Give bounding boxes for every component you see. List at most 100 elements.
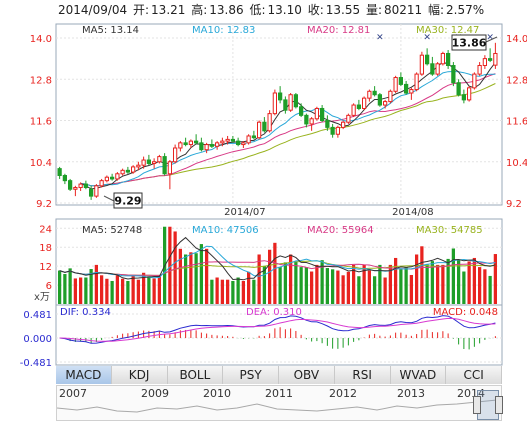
volume-bar: [262, 265, 267, 304]
candle-body: [99, 180, 104, 187]
tab-kdj[interactable]: KDJ: [111, 366, 168, 384]
candle: [62, 173, 68, 185]
volume-bar: [178, 248, 183, 304]
candle: [136, 161, 141, 171]
tab-cci[interactable]: CCI: [446, 366, 502, 384]
volume-bar: [231, 280, 235, 304]
candle-body: [435, 63, 440, 75]
volume-bar: [126, 280, 130, 304]
volume-bar: [115, 275, 120, 304]
chart-canvas[interactable]: 14.0 14.0 12.8 12.8 11.6 11.6 10.4 10.4 9.2 9.2 M…: [0, 0, 527, 366]
candle: [146, 154, 152, 166]
candle: [262, 117, 267, 133]
candle: [99, 178, 104, 188]
candle-body: [162, 156, 167, 175]
candle: [188, 139, 194, 148]
tab-obv[interactable]: OBV: [279, 366, 335, 384]
tab-macd[interactable]: MACD: [56, 366, 112, 384]
volume-bar: [246, 271, 251, 304]
candle: [456, 79, 461, 97]
candle: [241, 141, 246, 148]
candle-body: [440, 52, 446, 65]
candle-body: [256, 121, 262, 139]
candle-body: [109, 176, 115, 180]
navigator-year: 2012: [329, 387, 357, 400]
candle: [351, 103, 356, 118]
volume-bar: [78, 277, 83, 304]
candle: [340, 120, 346, 130]
volume-bar: [194, 253, 198, 304]
event-star-icon: ✕: [423, 33, 431, 43]
candle-body: [456, 82, 461, 96]
volume-bar: [131, 275, 135, 304]
volume-bar: [462, 271, 466, 304]
candle: [493, 42, 498, 69]
quote-date: 2014/09/04: [58, 3, 128, 17]
candle: [157, 154, 162, 164]
price-ma-lines: [80, 61, 496, 190]
candle: [466, 86, 472, 102]
candle: [382, 99, 388, 109]
price-x-axis: 2014/07 2014/08: [224, 207, 434, 218]
candle-body: [251, 135, 257, 139]
candle: [367, 89, 372, 102]
candle: [209, 139, 215, 148]
candle: [309, 117, 314, 131]
tab-psy[interactable]: PSY: [223, 366, 279, 384]
volume-bar: [456, 260, 461, 304]
volume-bar: [441, 264, 445, 304]
time-navigator[interactable]: 2007 2009 2010 2011 2012 2013 2014: [56, 385, 503, 421]
candle: [487, 48, 493, 63]
candle-body: [330, 126, 335, 135]
macd-legend-up: MACD: 0.048: [433, 307, 498, 318]
macd-y-tick: 0.000: [23, 334, 52, 345]
candle-body: [78, 183, 83, 189]
navigator-left-handle[interactable]: [473, 396, 481, 414]
price-y-tick-right: 11.6: [506, 117, 527, 128]
quote-volume-label: 量:: [365, 3, 382, 17]
low-marker-leader: [103, 195, 115, 202]
price-y-axis: 14.0 14.0 12.8 12.8 11.6 11.6 10.4 10.4 9.2 9.2: [30, 34, 527, 210]
candle-body: [125, 169, 131, 173]
volume-bar: [136, 279, 141, 304]
volume-bar: [157, 275, 162, 304]
candle-body: [157, 156, 162, 163]
volume-bar: [483, 269, 487, 304]
volume-bar: [425, 264, 429, 304]
volume-bar: [257, 254, 261, 304]
candle-body: [325, 120, 330, 128]
candle-body: [304, 114, 309, 125]
volume-legend-ma30: MA30: 54785: [416, 225, 483, 236]
candle: [251, 130, 257, 140]
candlestick-series: [57, 42, 498, 200]
navigator-right-handle[interactable]: [495, 396, 503, 414]
candle-body: [409, 89, 414, 94]
volume-bar: [477, 267, 482, 304]
quote-header: 2014/09/04 开: 13.21 高: 13.86 低: 13.10 收: 13.…: [58, 1, 486, 18]
candle-body: [146, 159, 152, 164]
volume-bar: [304, 267, 309, 304]
tab-wvad[interactable]: WVAD: [390, 366, 447, 384]
candle-body: [377, 94, 383, 106]
volume-legend: MA5: 52748 MA10: 47506 MA20: 55964 MA30: 54…: [82, 225, 483, 236]
volume-bar: [199, 244, 204, 304]
event-star-icon: ✕: [486, 33, 494, 43]
candle: [167, 160, 173, 190]
candle-body: [424, 54, 430, 65]
tab-boll[interactable]: BOLL: [167, 366, 224, 384]
tab-rsi[interactable]: RSI: [334, 366, 391, 384]
volume-bar: [488, 275, 492, 304]
volume-bar: [288, 254, 293, 304]
candle-body: [298, 106, 304, 116]
candle: [214, 141, 220, 150]
macd-panel-frame: [55, 304, 503, 366]
candle: [130, 165, 136, 174]
candle-body: [388, 90, 393, 103]
candle-body: [115, 173, 120, 180]
price-ma20-line: [80, 73, 496, 187]
volume-bar: [362, 264, 366, 304]
price-y-tick-right: 14.0: [506, 34, 527, 45]
quote-close-label: 收:: [307, 3, 324, 17]
candle-body: [335, 126, 341, 135]
high-marker: 13.86: [451, 34, 498, 51]
